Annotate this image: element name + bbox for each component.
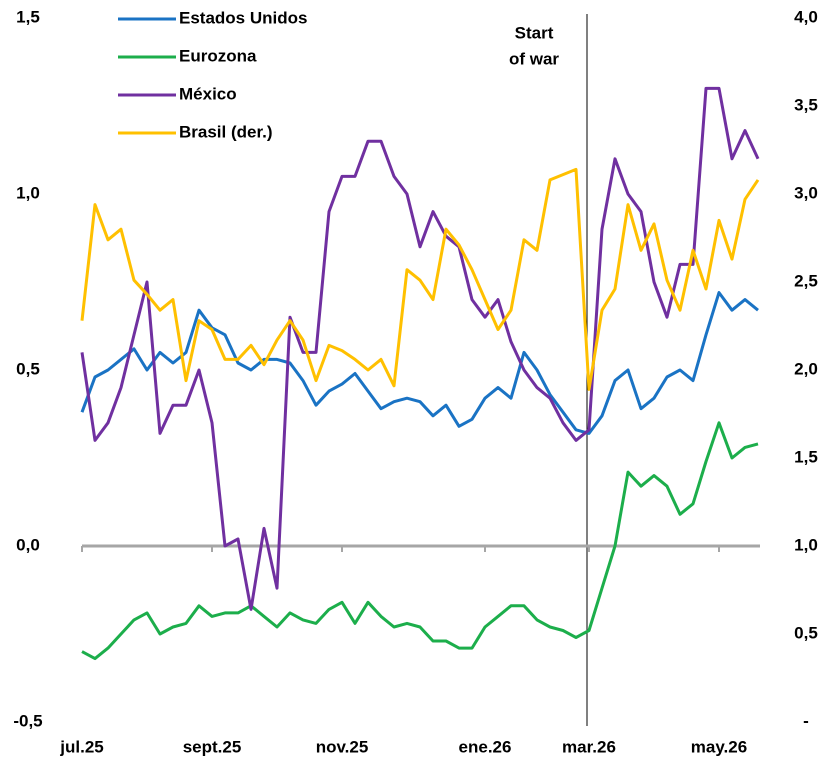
legend-label: Brasil (der.) — [179, 122, 273, 141]
series-line — [80, 86, 760, 611]
y2-tick-label: - — [803, 711, 809, 730]
y2-tick-label: 1,0 — [794, 535, 818, 554]
x-tick-label: jul.25 — [59, 737, 103, 756]
y2-tick-label: 0,5 — [794, 623, 818, 642]
y2-tick-label: 3,5 — [794, 95, 818, 114]
series-line — [80, 291, 759, 435]
y2-tick-label: 4,0 — [794, 7, 818, 26]
legend-label: México — [179, 84, 237, 103]
y-tick-label: 1,0 — [16, 183, 40, 202]
x-tick-label: mar.26 — [562, 737, 616, 756]
y2-tick-label: 2,0 — [794, 359, 818, 378]
y2-tick-label: 2,5 — [794, 271, 818, 290]
y2-tick-label: 3,0 — [794, 183, 818, 202]
x-tick-label: sept.25 — [183, 737, 242, 756]
x-tick-label: may.26 — [691, 737, 747, 756]
y-tick-label: -0,5 — [13, 711, 42, 730]
series-line — [80, 167, 760, 391]
y-tick-label: 0,0 — [16, 535, 40, 554]
annotation: Start — [515, 23, 554, 42]
legend-label: Estados Unidos — [179, 8, 307, 27]
y-tick-label: 0,5 — [16, 359, 40, 378]
annotation: of war — [509, 49, 559, 68]
legend-label: Eurozona — [179, 46, 257, 65]
x-tick-label: nov.25 — [316, 737, 369, 756]
x-tick-label: ene.26 — [459, 737, 512, 756]
y2-tick-label: 1,5 — [794, 447, 818, 466]
y-tick-label: 1,5 — [16, 7, 40, 26]
series-line — [81, 421, 759, 661]
